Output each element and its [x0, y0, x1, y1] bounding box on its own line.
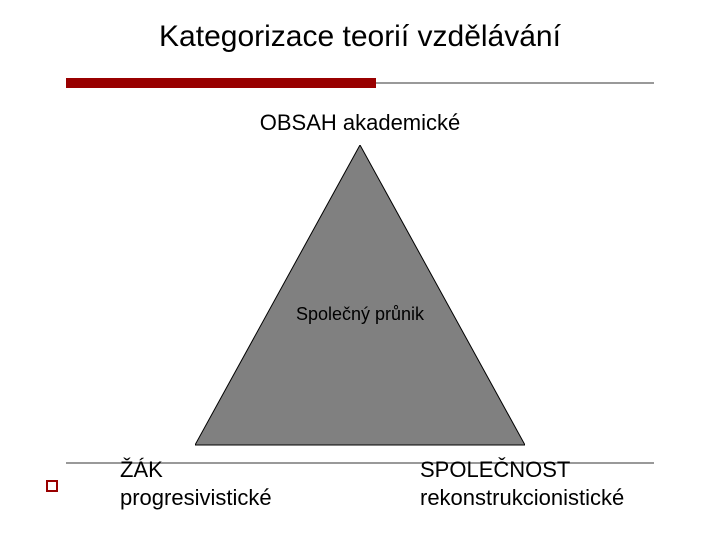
triangle-diagram — [195, 145, 525, 447]
bottom-right-line2: rekonstrukcionistické — [420, 484, 624, 512]
bottom-left-line1: ŽÁK — [120, 456, 272, 484]
bottom-right-line1: SPOLEČNOST — [420, 456, 624, 484]
underline-accent — [66, 78, 376, 88]
page-title: Kategorizace teorií vzdělávání — [0, 20, 720, 54]
underline-rule — [376, 82, 654, 84]
bottom-right-label: SPOLEČNOST rekonstrukcionistické — [420, 456, 624, 511]
square-bullet-icon — [46, 480, 58, 492]
apex-label: OBSAH akademické — [0, 110, 720, 136]
bottom-left-label: ŽÁK progresivistické — [120, 456, 272, 511]
center-label: Společný průnik — [0, 304, 720, 325]
triangle-shape — [195, 145, 525, 445]
title-underline — [66, 78, 654, 88]
bottom-left-line2: progresivistické — [120, 484, 272, 512]
